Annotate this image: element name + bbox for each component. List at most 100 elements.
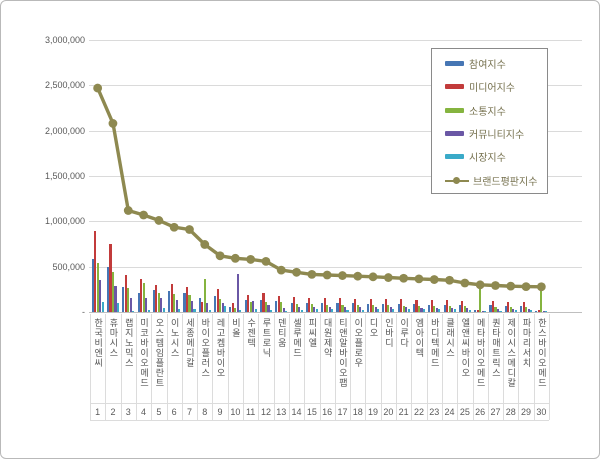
x-axis-category-label: 파마리서치 <box>521 318 532 368</box>
bar-media-index <box>323 297 326 312</box>
line-marker <box>246 255 256 264</box>
bar-participation-index <box>351 303 354 312</box>
bar-communication-index <box>402 305 405 312</box>
line-marker <box>506 281 516 291</box>
bar-market-index <box>438 309 441 312</box>
bar-media-index <box>124 275 127 312</box>
line-marker <box>429 275 439 284</box>
x-axis-rank-number: 28 <box>505 407 516 417</box>
line-marker <box>368 272 378 282</box>
category-separator <box>90 314 91 420</box>
bar-market-index <box>377 309 380 312</box>
bar-media-index <box>308 298 311 312</box>
bar-participation-index <box>137 293 140 312</box>
x-axis-category-label: 디오 <box>368 318 379 338</box>
bar-market-index <box>116 303 120 312</box>
gridline <box>89 40 582 42</box>
x-axis-rank-number: 6 <box>171 407 177 417</box>
x-axis-category-label: 오스템임플란트 <box>154 318 165 388</box>
bar-communication-index <box>387 305 390 312</box>
label-row-divider <box>90 420 549 421</box>
bar-media-index <box>185 287 189 312</box>
bar-participation-index <box>489 305 492 312</box>
chart-legend: 참여지수 미디어지수 소통지수 커뮤니티지수 시장지수 브랜드평판지수 <box>431 48 548 194</box>
x-axis-rank-number: 17 <box>337 407 348 417</box>
bar-participation-index <box>122 286 125 312</box>
bar-media-index <box>446 300 449 312</box>
bar-market-index <box>208 309 211 312</box>
category-separator <box>518 314 520 420</box>
legend-swatch-market-index <box>445 154 464 160</box>
x-axis-category-label: 휴마시스 <box>108 318 119 358</box>
bar-communication-index <box>509 307 512 312</box>
legend-label: 참여지수 <box>469 60 506 72</box>
legend-swatch-media-index <box>445 84 464 90</box>
line-marker <box>399 273 409 283</box>
bar-community-index <box>252 301 255 312</box>
x-axis-rank-number: 18 <box>352 407 363 417</box>
x-axis-rank-number: 16 <box>322 407 333 417</box>
category-separator <box>151 314 153 420</box>
bar-participation-index <box>259 300 263 312</box>
bar-market-index <box>422 309 426 312</box>
bar-market-index <box>453 309 456 312</box>
bar-communication-index <box>479 284 482 312</box>
line-marker <box>139 210 148 220</box>
bar-participation-index <box>244 300 247 312</box>
bar-market-index <box>407 309 410 312</box>
line-marker <box>261 257 271 266</box>
bar-community-index <box>512 309 515 312</box>
bar-communication-index <box>280 302 283 312</box>
bar-media-index <box>400 299 403 312</box>
bar-community-index <box>420 307 423 312</box>
x-axis-rank-number: 14 <box>291 407 302 417</box>
bar-participation-index <box>458 305 461 312</box>
line-marker <box>307 269 317 279</box>
legend-line-marker <box>453 176 460 184</box>
bar-community-index <box>267 304 270 312</box>
line-marker <box>383 273 393 282</box>
category-separator <box>243 314 244 420</box>
bar-media-index <box>247 295 250 312</box>
legend-swatch-communication-index <box>445 107 464 113</box>
y-axis-tick-label: 2,000,000 <box>44 125 85 136</box>
bar-market-index <box>162 307 165 312</box>
category-separator <box>533 314 535 420</box>
x-axis-category-label: 이루다 <box>399 318 410 348</box>
bar-community-index <box>328 306 331 312</box>
x-axis-category-label: 셀루메드 <box>292 318 303 358</box>
bar-market-index <box>530 310 533 312</box>
x-axis-category-label: 레고켐바이오 <box>215 318 226 378</box>
bar-communication-index <box>157 292 160 312</box>
line-marker <box>414 274 424 284</box>
bar-community-index <box>190 301 194 312</box>
x-axis-rank-number: 25 <box>459 407 470 417</box>
bar-community-index <box>405 307 408 312</box>
line-marker <box>460 278 470 288</box>
line-marker <box>491 281 500 290</box>
bar-community-index <box>389 307 392 312</box>
bar-communication-index <box>173 294 176 312</box>
x-axis-category-label: 대원제약 <box>322 318 333 358</box>
category-separator <box>105 314 107 420</box>
line-marker <box>521 282 531 292</box>
x-axis-category-label: 퀀타매트릭스 <box>490 318 501 378</box>
x-axis-rank-number: 20 <box>383 407 394 417</box>
bar-media-index <box>491 301 495 312</box>
legend-label: 미디어지수 <box>469 83 515 95</box>
y-axis-tick-label: 2,500,000 <box>44 80 85 91</box>
x-axis-rank-number: 4 <box>141 407 147 417</box>
bar-participation-index <box>321 302 324 312</box>
category-separator <box>426 314 428 420</box>
x-axis-rank-number: 9 <box>217 407 223 417</box>
y-axis-tick-label: 500,000 <box>52 261 85 272</box>
bar-community-index <box>542 311 545 312</box>
line-marker <box>445 275 454 285</box>
line-marker <box>322 270 332 280</box>
line-marker <box>108 119 118 128</box>
x-axis-rank-number: 10 <box>230 407 241 417</box>
category-separator <box>304 314 306 420</box>
bar-market-index <box>254 309 257 312</box>
bar-communication-index <box>356 305 359 312</box>
bar-community-index <box>359 307 362 312</box>
